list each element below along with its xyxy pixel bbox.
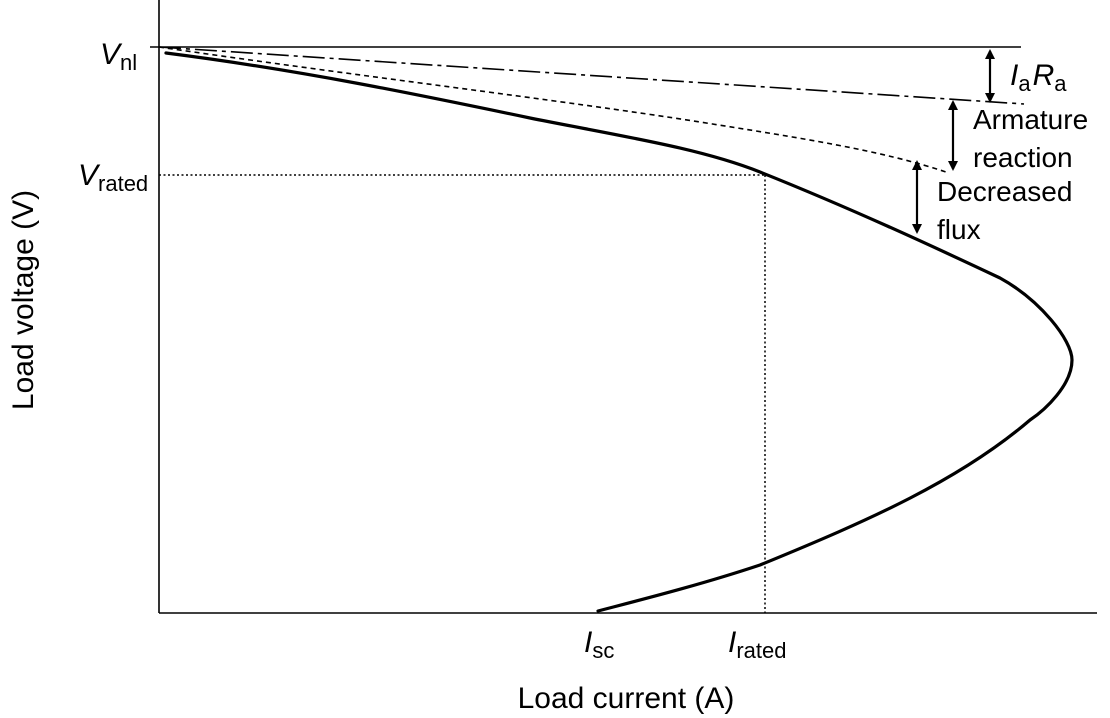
- decreased-flux-label-1: Decreased: [937, 176, 1072, 207]
- armature-reaction-label-1: Armature: [973, 104, 1088, 135]
- armature-reaction-label-2: reaction: [973, 142, 1073, 173]
- ia-ra-label: IaRa: [1010, 59, 1067, 96]
- i-sc-label: Isc: [584, 626, 614, 663]
- x-axis-title: Load current (A): [518, 682, 735, 715]
- y-axis-title: Load voltage (V): [7, 190, 40, 410]
- terminal-characteristic-curve: [164, 51, 1074, 613]
- v-nl-label: Vnl: [100, 38, 137, 75]
- decreased-flux-label-2: flux: [937, 214, 981, 245]
- armature-reaction-curve: [158, 46, 947, 173]
- i-rated-label: Irated: [728, 626, 787, 663]
- ia-ra-drop-curve: [158, 46, 1025, 105]
- v-rated-label: Vrated: [78, 159, 148, 196]
